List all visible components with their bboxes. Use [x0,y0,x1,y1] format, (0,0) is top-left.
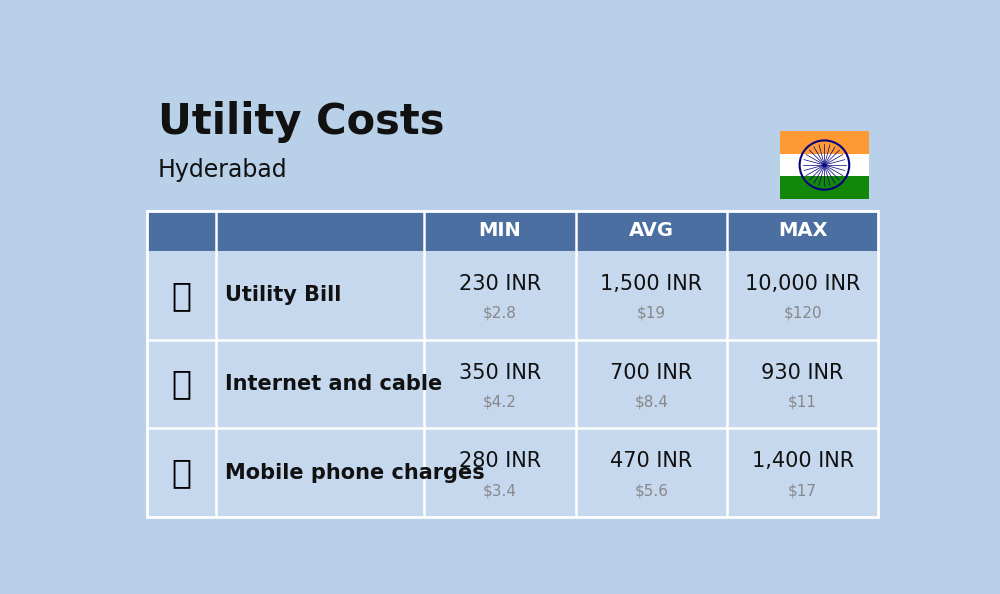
Text: $19: $19 [637,306,666,321]
Bar [780,176,869,200]
Text: 230 INR: 230 INR [459,274,541,294]
Text: Internet and cable: Internet and cable [225,374,443,394]
Text: $5.6: $5.6 [634,483,668,498]
Text: Hyderabad: Hyderabad [158,158,287,182]
Text: $3.4: $3.4 [483,483,517,498]
Text: MIN: MIN [479,222,521,241]
Bar [780,131,869,154]
Text: 700 INR: 700 INR [610,362,692,383]
Bar [147,211,878,517]
Text: MAX: MAX [778,222,827,241]
Bar [147,211,878,251]
Text: $120: $120 [783,306,822,321]
Text: Utility Bill: Utility Bill [225,285,342,305]
Bar [147,428,878,517]
Text: Mobile phone charges: Mobile phone charges [225,463,485,483]
Bar [780,154,869,176]
Text: 1,500 INR: 1,500 INR [600,274,702,294]
Text: 930 INR: 930 INR [761,362,844,383]
Text: 🔌: 🔌 [171,279,191,312]
Text: 10,000 INR: 10,000 INR [745,274,860,294]
Text: 470 INR: 470 INR [610,451,692,471]
Text: 📡: 📡 [171,368,191,400]
Text: 350 INR: 350 INR [459,362,541,383]
Text: $8.4: $8.4 [634,394,668,409]
Text: 280 INR: 280 INR [459,451,541,471]
Text: $4.2: $4.2 [483,394,517,409]
Bar [147,251,878,340]
Text: Utility Costs: Utility Costs [158,101,444,143]
Text: $2.8: $2.8 [483,306,517,321]
Text: $17: $17 [788,483,817,498]
Text: 📱: 📱 [171,456,191,489]
Text: AVG: AVG [629,222,674,241]
Bar [147,340,878,428]
Text: $11: $11 [788,394,817,409]
Text: 1,400 INR: 1,400 INR [752,451,854,471]
